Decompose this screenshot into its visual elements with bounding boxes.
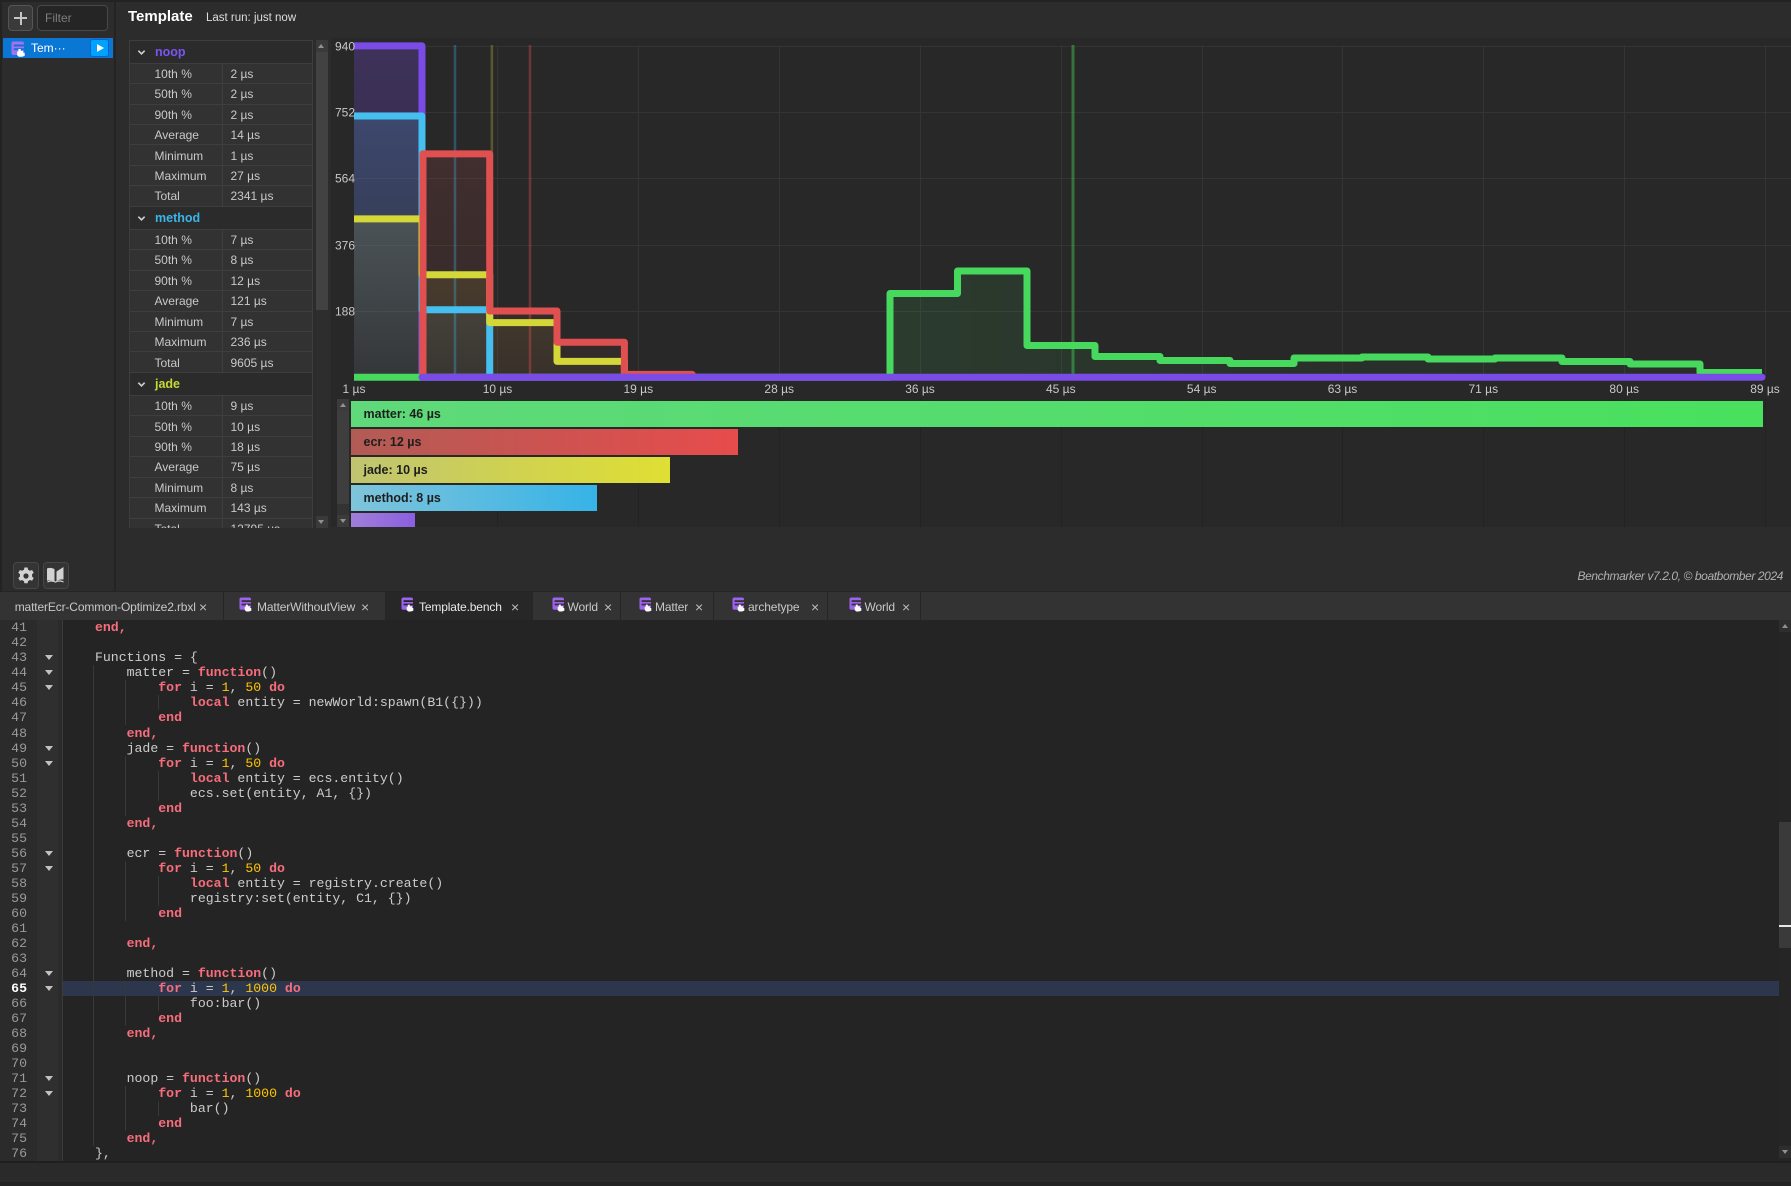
- svg-text:376: 376: [335, 239, 355, 253]
- svg-text:1 µs: 1 µs: [343, 382, 366, 396]
- svg-text:63 µs: 63 µs: [1328, 382, 1358, 396]
- svg-text:752: 752: [335, 106, 355, 120]
- svg-text:940: 940: [335, 40, 355, 54]
- svg-text:89 µs: 89 µs: [1750, 382, 1780, 396]
- svg-text:564: 564: [335, 172, 355, 186]
- svg-text:28 µs: 28 µs: [764, 382, 794, 396]
- svg-text:54 µs: 54 µs: [1187, 382, 1217, 396]
- svg-text:80 µs: 80 µs: [1609, 382, 1639, 396]
- svg-text:10 µs: 10 µs: [483, 382, 513, 396]
- svg-text:188: 188: [335, 305, 355, 319]
- svg-text:36 µs: 36 µs: [905, 382, 935, 396]
- svg-text:45 µs: 45 µs: [1046, 382, 1076, 396]
- svg-text:71 µs: 71 µs: [1468, 382, 1498, 396]
- svg-text:19 µs: 19 µs: [623, 382, 653, 396]
